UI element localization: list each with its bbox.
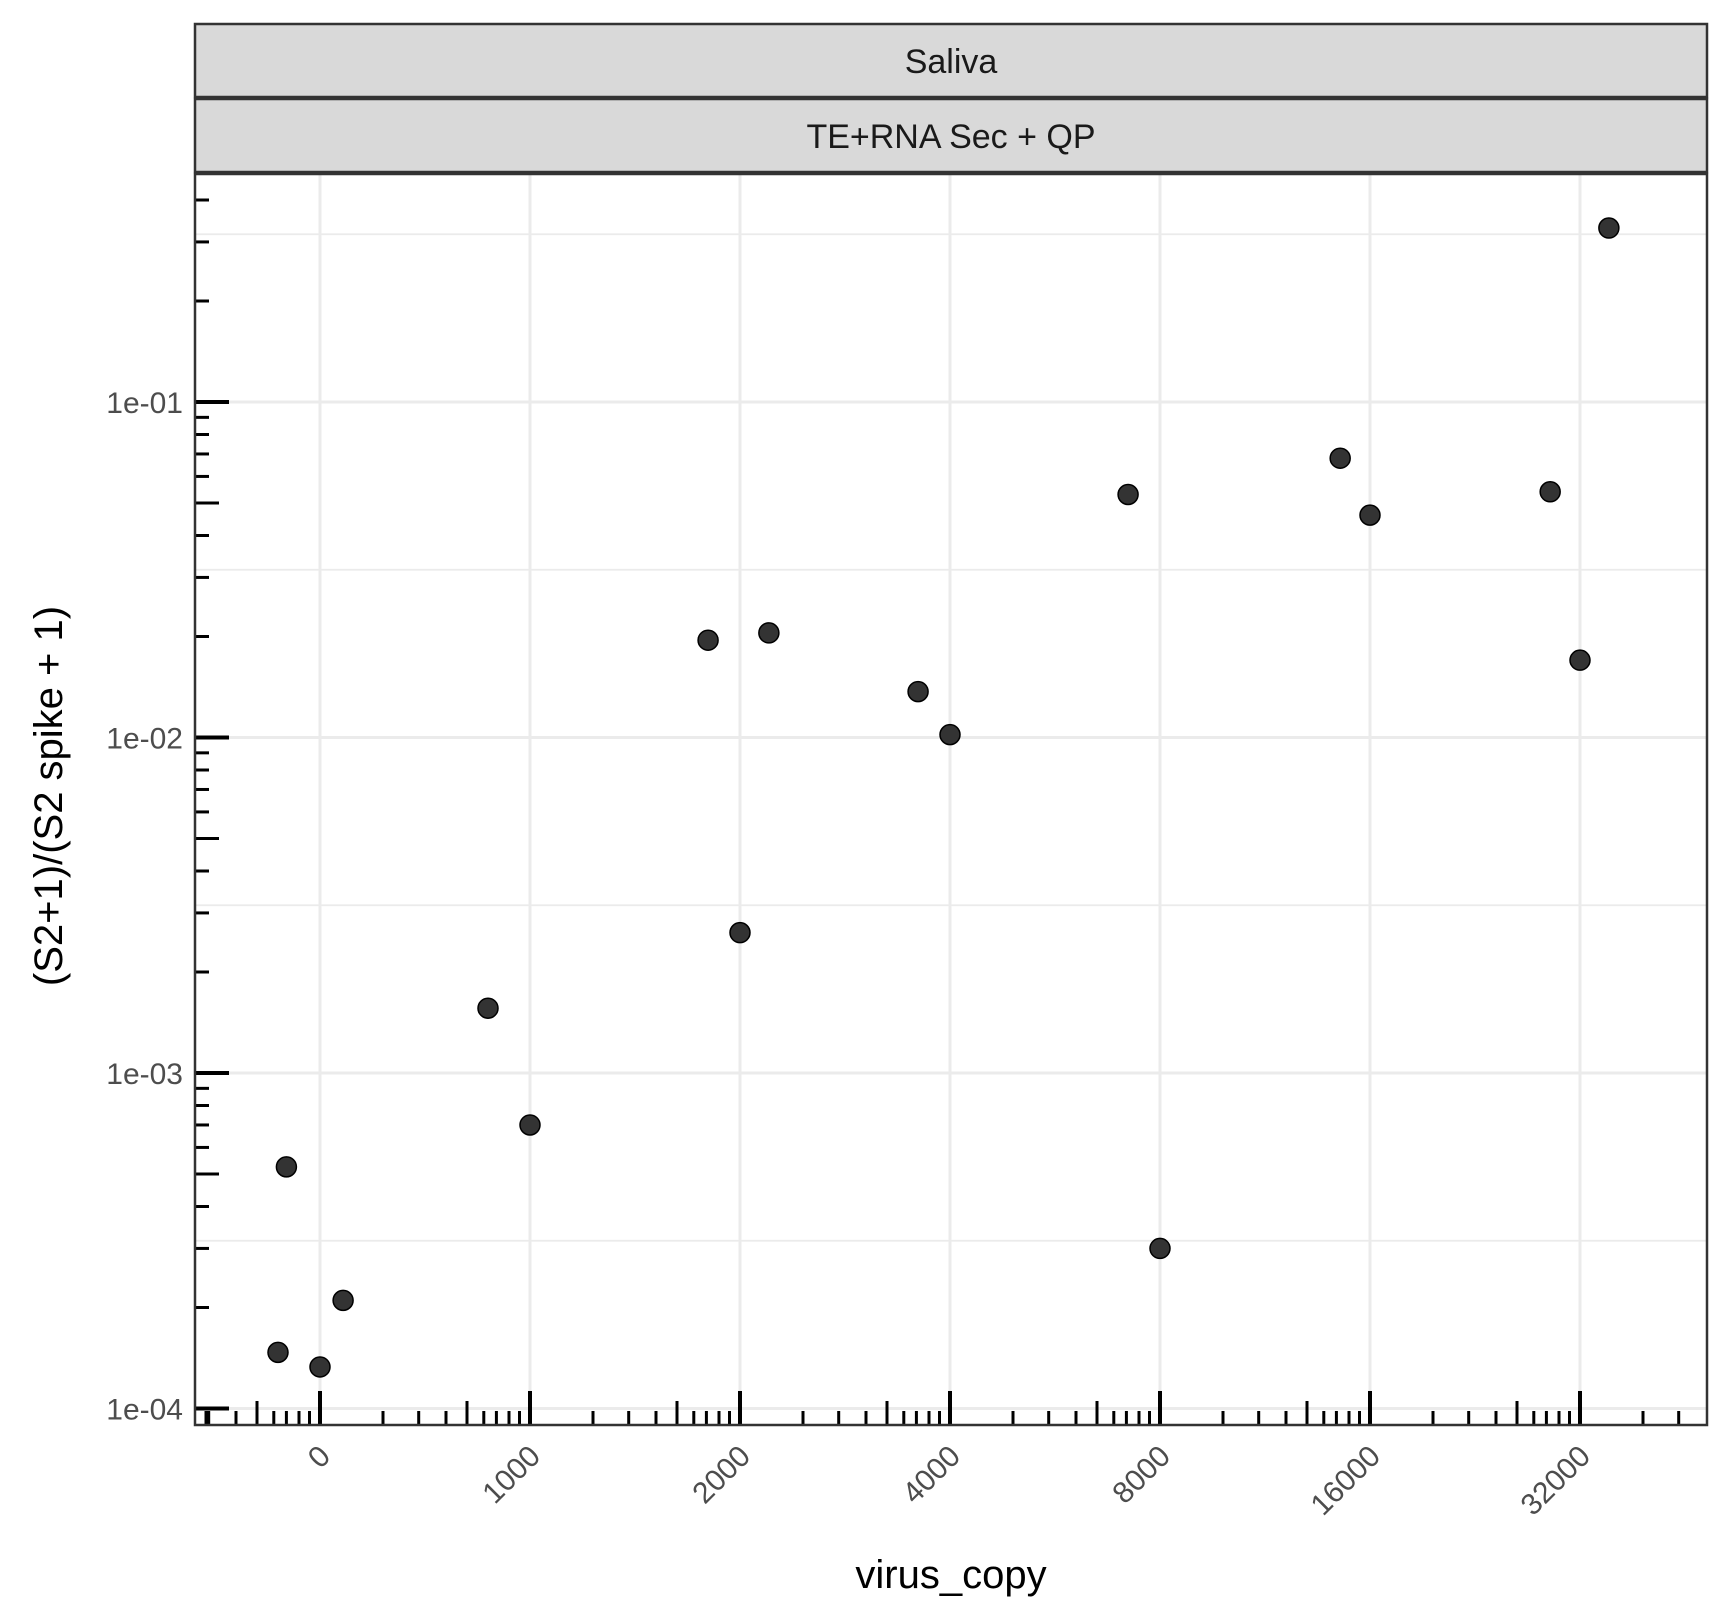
x-tick-label: 16000 [1305, 1440, 1387, 1522]
y-tick-label: 1e-01 [106, 387, 183, 420]
data-point [1569, 649, 1591, 671]
facet-strips: Saliva TE+RNA Sec + QP [193, 22, 1709, 174]
data-point [697, 629, 719, 651]
y-rug-ticks [195, 198, 229, 1411]
x-tick-labels: 0 1000 2000 4000 8000 16000 32000 [302, 1440, 1597, 1522]
data-point [1329, 447, 1351, 469]
y-axis-title: (S2+1)/(S2 spike + 1) [27, 606, 71, 986]
x-rug-ticks [204, 1391, 1681, 1425]
y-tick-label: 1e-03 [106, 1058, 183, 1091]
data-point [519, 1114, 541, 1136]
facet-strip-2 [193, 97, 1709, 174]
y-tick-label: 1e-04 [106, 1394, 183, 1427]
data-point [1149, 1237, 1171, 1260]
y-tick-labels: 1e-04 1e-03 1e-02 1e-01 [106, 387, 183, 1427]
data-point [275, 1156, 298, 1178]
facet-label-1: Saliva [905, 43, 998, 81]
panel-border [193, 172, 1709, 1427]
x-tick-label: 1000 [476, 1440, 547, 1511]
data-point [477, 997, 499, 1019]
data-point [758, 622, 780, 644]
data-point [309, 1356, 331, 1378]
data-point [1359, 504, 1381, 526]
data-point [332, 1289, 354, 1312]
data-point [729, 921, 751, 944]
data-point [1598, 217, 1620, 239]
x-axis-title: virus_copy [855, 1553, 1046, 1597]
facet-label-2: TE+RNA Sec + QP [806, 118, 1095, 156]
x-tick-label: 2000 [686, 1440, 757, 1511]
data-point [1117, 483, 1139, 506]
data-point [1539, 481, 1561, 503]
x-tick-label: 32000 [1515, 1440, 1597, 1522]
data-point [939, 723, 961, 746]
facet-strip-1 [193, 22, 1709, 99]
data-point [267, 1341, 289, 1364]
data-point [907, 680, 929, 703]
x-tick-label: 4000 [896, 1440, 967, 1511]
x-tick-label: 8000 [1106, 1440, 1177, 1511]
y-tick-label: 1e-02 [106, 723, 183, 756]
data-points [267, 217, 1620, 1378]
x-tick-label: 0 [302, 1440, 337, 1475]
